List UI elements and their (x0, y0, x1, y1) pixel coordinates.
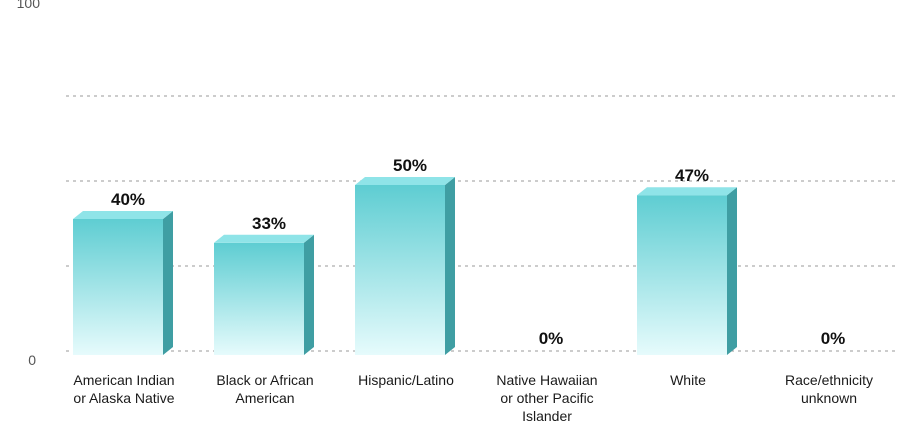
bar-top (73, 211, 173, 219)
bar-side (727, 187, 737, 355)
data-label: 40% (111, 190, 145, 209)
x-tick-label: Hispanic/Latino (358, 372, 454, 388)
data-label: 0% (821, 329, 846, 348)
bar (637, 195, 727, 355)
bar-top (637, 187, 737, 196)
bar (73, 219, 163, 355)
bar (214, 242, 304, 355)
data-label: 50% (393, 156, 427, 175)
x-tick-label: American Indian or Alaska Native (73, 372, 174, 406)
bars (73, 177, 737, 355)
bar (355, 185, 445, 355)
x-tick-label: Black or African American (216, 372, 313, 406)
labels: 0 100 40% American Indian or Alaska Native 33… (17, 0, 873, 424)
data-label: 0% (539, 329, 564, 348)
bar-top (214, 234, 314, 243)
bar-side (445, 177, 455, 355)
x-tick-label: Race/ethnicity unknown (785, 372, 873, 406)
bar-side (304, 234, 314, 355)
bar-side (163, 211, 173, 355)
data-label: 33% (252, 214, 286, 233)
x-tick-label: Native Hawaiian or other Pacific Islander (496, 372, 597, 424)
x-tick-label: White (670, 372, 706, 388)
y-tick-label: 100 (17, 0, 41, 11)
y-tick-label: 0 (28, 352, 36, 368)
bar-top (355, 177, 455, 185)
gridlines (66, 95, 895, 352)
data-label: 47% (675, 166, 709, 185)
